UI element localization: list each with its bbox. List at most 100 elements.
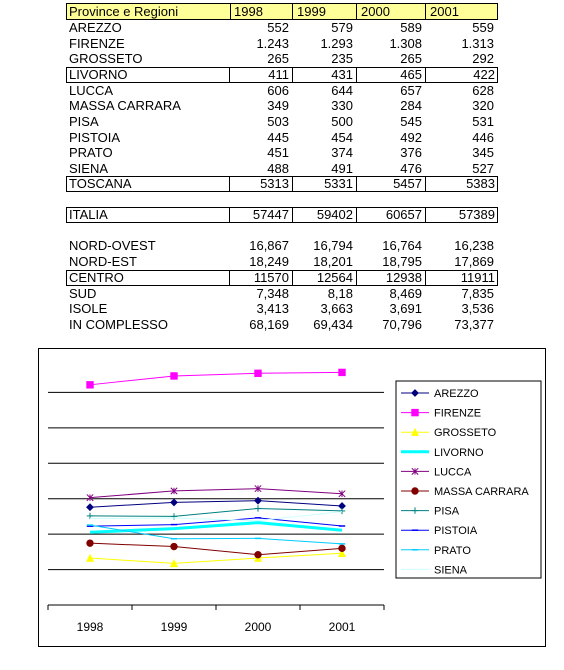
row-value-cell: 559 xyxy=(425,20,497,36)
row-value-cell: 57389 xyxy=(426,208,498,222)
row-value: 644 xyxy=(331,82,353,98)
row-value-cell: 5331 xyxy=(293,177,357,192)
row-value-cell: 445 xyxy=(229,130,292,146)
row-value-cell: 5457 xyxy=(357,176,426,192)
series-line xyxy=(89,517,343,527)
header-year-label: 2001 xyxy=(430,4,459,19)
row-value-cell: 57447 xyxy=(230,208,293,223)
row-value-cell: 59402 xyxy=(293,208,357,223)
row-value-cell: 292 xyxy=(425,51,497,67)
legend-label: PISA xyxy=(434,506,460,518)
row-value: 492 xyxy=(400,129,422,145)
header-year-cell: 2000 xyxy=(357,4,426,19)
table-row: AREZZO 552 579 589 559 xyxy=(66,20,498,36)
row-value-cell: 8,469 xyxy=(356,286,425,302)
row-value: 330 xyxy=(331,98,353,114)
row-value: 12564 xyxy=(316,269,353,285)
row-value-cell: 60657 xyxy=(357,207,426,223)
row-value: 3,691 xyxy=(389,301,422,317)
row-value-cell: 11570 xyxy=(230,270,293,285)
row-value: 16,867 xyxy=(249,238,289,254)
row-value: 17,869 xyxy=(454,253,494,269)
row-value: 292 xyxy=(472,51,494,67)
row-value: 60657 xyxy=(385,207,422,223)
row-value-cell: 73,377 xyxy=(425,317,497,333)
row-value: 431 xyxy=(331,66,353,82)
row-value: 376 xyxy=(400,145,422,161)
row-value-cell: 3,691 xyxy=(356,301,425,317)
row-value-cell: 552 xyxy=(229,20,292,36)
legend-marker xyxy=(410,427,420,436)
row-value: 5313 xyxy=(260,176,289,192)
row-value-cell: 5313 xyxy=(230,176,293,192)
series-line xyxy=(89,500,343,508)
row-value: 5457 xyxy=(393,176,422,192)
row-value-cell: 454 xyxy=(292,130,356,146)
row-value: 491 xyxy=(331,160,353,176)
row-value-cell: 411 xyxy=(230,66,293,82)
row-value-cell: 644 xyxy=(292,83,356,99)
table-row: ITALIA 57447 59402 60657 57389 xyxy=(66,207,498,224)
row-value: 446 xyxy=(472,129,494,145)
row-value: 559 xyxy=(472,20,494,35)
row-value-cell: 12938 xyxy=(357,269,426,285)
row-value-cell: 68,169 xyxy=(229,317,292,333)
row-value: 16,794 xyxy=(313,238,353,254)
row-value: 284 xyxy=(400,98,422,114)
legend-label: GROSSETO xyxy=(434,427,497,439)
plot-area xyxy=(48,357,384,605)
row-value: 628 xyxy=(472,82,494,98)
row-value-cell: 422 xyxy=(426,67,498,82)
row-value: 11911 xyxy=(460,269,495,285)
row-value-cell: 18,201 xyxy=(292,254,356,270)
table-row: NORD-EST 18,249 18,201 18,795 17,869 xyxy=(66,254,498,270)
table-row: PISTOIA 445 454 492 446 xyxy=(66,130,498,146)
row-value: 73,377 xyxy=(454,316,494,332)
header-year-cell: 1999 xyxy=(293,4,357,19)
row-value-cell: 5383 xyxy=(426,177,498,191)
row-value-cell: 7,835 xyxy=(425,286,497,302)
header-year-cell: 1998 xyxy=(230,4,293,19)
row-value-cell: 16,238 xyxy=(425,238,497,254)
x-tick-label: 2000 xyxy=(245,620,272,634)
row-value-cell: 376 xyxy=(356,145,425,161)
row-value: 465 xyxy=(400,66,422,82)
row-name-cell: CENTRO xyxy=(67,270,230,285)
series-line xyxy=(89,511,343,522)
chart-area: 1998 1999 2000 2001 AREZZO FIRENZE GROSSETO LIV… xyxy=(38,348,546,647)
row-value-cell: 18,249 xyxy=(229,254,292,270)
table-row: LUCCA 606 644 657 628 xyxy=(66,83,498,99)
row-name-cell: TOSCANA xyxy=(67,177,230,192)
row-name-cell: AREZZO xyxy=(69,20,122,35)
row-value-cell: 70,796 xyxy=(356,317,425,333)
row-value-cell: 500 xyxy=(292,114,356,130)
row-value-cell: 8,18 xyxy=(292,286,356,302)
data-point xyxy=(338,368,346,377)
row-value-cell: 69,434 xyxy=(292,317,356,333)
x-tick-label: 1998 xyxy=(77,620,104,634)
row-value-cell: 265 xyxy=(356,51,425,67)
row-value: 411 xyxy=(268,66,289,82)
row-value: 68,169 xyxy=(249,316,289,332)
table-row: FIRENZE 1.243 1.293 1.308 1.313 xyxy=(66,36,498,52)
row-value: 589 xyxy=(400,20,422,35)
row-value-cell: 349 xyxy=(229,98,292,114)
table-header-row: Province e Regioni 1998 1999 2000 2001 xyxy=(66,3,498,20)
row-value: 69,434 xyxy=(313,316,353,332)
row-name-cell: SIENA xyxy=(69,160,109,176)
row-value: 657 xyxy=(400,82,422,98)
row-value: 552 xyxy=(267,20,289,35)
row-value-cell: 16,764 xyxy=(356,238,425,254)
row-value: 579 xyxy=(331,20,353,35)
row-value-cell: 1.243 xyxy=(229,36,292,52)
table-row: CENTRO 11570 12564 12938 11911 xyxy=(66,269,498,286)
row-name-cell: SUD xyxy=(69,285,97,301)
row-value-cell: 374 xyxy=(292,145,356,161)
row-value: 12938 xyxy=(385,269,422,285)
row-value-cell: 18,795 xyxy=(356,254,425,270)
row-value-cell: 492 xyxy=(356,130,425,146)
row-value: 476 xyxy=(400,160,422,176)
row-value-cell: 488 xyxy=(229,161,292,177)
row-name-cell: GROSSETO xyxy=(69,51,143,67)
row-value: 545 xyxy=(400,113,422,129)
